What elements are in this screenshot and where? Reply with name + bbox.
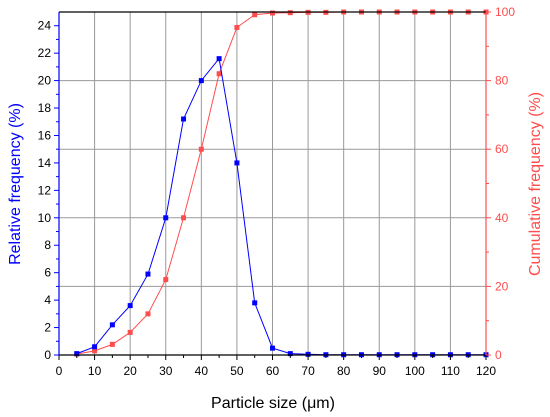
relative-series-point <box>234 160 240 166</box>
cumulative-series-point <box>92 348 98 354</box>
ticks: 0 10 20 30 40 50 60 70 80 90 100 110 120024681012141… <box>38 5 516 378</box>
y-left-tick-label: 22 <box>38 46 52 60</box>
cumulative-series-point <box>270 10 275 16</box>
y-left-tick-label: 16 <box>38 128 52 142</box>
y-right-tick-label: 0 <box>495 348 502 362</box>
cumulative-series-point <box>181 215 187 221</box>
y-left-tick-label: 10 <box>38 211 52 225</box>
y-right-tick-label: 100 <box>495 5 515 19</box>
relative-series-point <box>74 351 80 357</box>
relative-series-point <box>163 215 169 221</box>
x-tick-label: 100 <box>405 364 425 378</box>
y-left-tick-label: 24 <box>38 19 52 33</box>
y-left-tick-label: 8 <box>44 238 51 252</box>
y-right-tick-label: 40 <box>495 211 509 225</box>
y-left-tick-label: 12 <box>38 183 52 197</box>
y-left-tick-label: 20 <box>38 74 52 88</box>
x-tick-label: 10 <box>88 364 102 378</box>
x-axis-title: Particle size (μm) <box>211 395 335 412</box>
cumulative-series-point <box>287 10 293 16</box>
relative-series-line <box>76 57 486 356</box>
relative-series-point <box>145 271 151 277</box>
y-left-tick-label: 2 <box>44 321 51 335</box>
relative-series-point <box>181 116 187 122</box>
y-right-tick-label: 20 <box>495 279 509 293</box>
y-left-tick-label: 6 <box>44 266 51 280</box>
cumulative-series-point <box>127 329 133 335</box>
relative-series-point <box>252 300 258 306</box>
x-tick-label: 60 <box>266 364 280 378</box>
y-left-tick-label: 4 <box>44 293 51 307</box>
relative-series-point <box>305 351 311 357</box>
y-left-tick-label: 14 <box>38 156 52 170</box>
relative-series-point <box>109 322 115 328</box>
series-layer <box>74 9 489 358</box>
x-tick-label: 30 <box>159 364 173 378</box>
cumulative-series-point <box>145 311 151 317</box>
x-tick-label: 0 <box>56 364 63 378</box>
x-tick-label: 80 <box>337 364 351 378</box>
relative-series-point <box>216 56 222 62</box>
grid <box>59 12 486 355</box>
x-tick-label: 90 <box>373 364 387 378</box>
relative-series-point <box>287 351 293 357</box>
cumulative-series-line <box>76 11 486 355</box>
y-right-axis-title: Cumulative frequency (%) <box>527 92 544 276</box>
relative-series-point <box>198 78 204 84</box>
x-tick-label: 70 <box>301 364 315 378</box>
relative-series-point <box>127 303 133 309</box>
y-left-axis-title: Relative frequency (%) <box>7 103 24 265</box>
cumulative-series-point <box>198 146 204 152</box>
relative-series-point <box>270 345 275 351</box>
x-tick-label: 50 <box>230 364 244 378</box>
y-right-tick-label: 60 <box>495 142 509 156</box>
cumulative-series-point <box>163 277 169 283</box>
cumulative-series-point <box>109 341 115 347</box>
x-tick-label: 110 <box>441 364 460 378</box>
cumulative-series-point <box>234 24 240 30</box>
x-tick-label: 120 <box>476 364 496 378</box>
relative-series-point <box>92 344 98 350</box>
y-left-tick-label: 18 <box>38 101 52 115</box>
y-right-tick-label: 80 <box>495 74 509 88</box>
y-left-tick-label: 0 <box>44 348 51 362</box>
cumulative-series-point <box>252 12 258 18</box>
cumulative-series-point <box>216 71 222 77</box>
x-tick-label: 20 <box>123 364 137 378</box>
x-tick-label: 40 <box>195 364 209 378</box>
